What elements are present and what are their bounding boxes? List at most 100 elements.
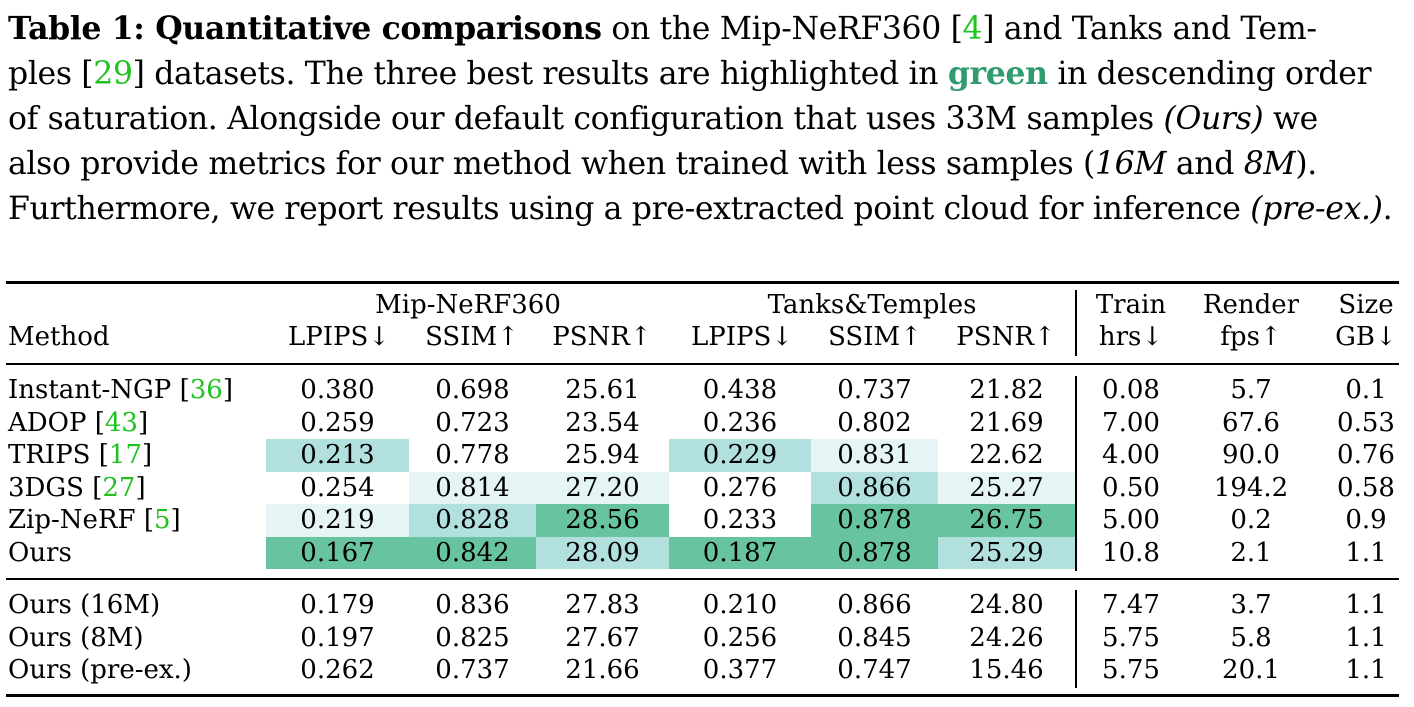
header-rule [6, 363, 1399, 365]
caption-text: ] datasets. The three best results are h… [132, 56, 948, 93]
method-label: Zip-NeRF [ [8, 505, 154, 535]
caption-text: also provide metrics for our method when… [8, 145, 1095, 182]
method-label-end: ] [170, 505, 181, 535]
cell-mip-lpips: 0.259 [300, 407, 375, 438]
citation-link[interactable]: 43 [104, 407, 138, 438]
cell-size-gb: 0.76 [1337, 440, 1395, 470]
table-bottom-rule [6, 694, 1399, 697]
cell-render-fps: 90.0 [1222, 440, 1280, 470]
column-header-mip-ssim: SSIM↑ [425, 322, 519, 352]
method-name: Ours [8, 537, 72, 570]
method-label: Ours (16M) [8, 590, 161, 620]
method-label: Ours [8, 537, 72, 568]
cell-train-hrs: 4.00 [1102, 440, 1160, 470]
cell-render-fps: 5.8 [1230, 622, 1272, 653]
cell-mip-ssim: 0.842 [409, 536, 536, 569]
cell-train-hrs: 0.50 [1102, 472, 1160, 503]
cell-mip-ssim: 0.778 [435, 440, 510, 470]
column-header-render-fps: fps↑ [1220, 322, 1282, 352]
cell-mip-ssim: 0.814 [409, 471, 536, 504]
method-label-end: ] [135, 472, 146, 503]
cell-size-gb: 0.9 [1345, 505, 1387, 535]
citation-link[interactable]: 17 [108, 440, 142, 470]
cell-mip-psnr: 28.09 [536, 536, 669, 569]
group-header-tanks-temples: Tanks&Temples [767, 290, 977, 320]
group-header-render: Render [1202, 290, 1300, 320]
cell-mip-lpips: 0.167 [266, 536, 409, 569]
cell-mip-ssim: 0.825 [435, 622, 510, 653]
cell-tt-lpips: 0.236 [702, 407, 778, 438]
caption-text: ] and Tanks and Tem- [982, 11, 1317, 47]
caption-text: (Ours) [1163, 100, 1264, 137]
cell-tt-psnr: 21.82 [969, 375, 1044, 405]
cell-mip-ssim: 0.828 [409, 504, 536, 537]
method-label: 3DGS [ [8, 472, 103, 503]
cell-tt-lpips: 0.256 [702, 622, 778, 653]
citation-link[interactable]: 36 [189, 375, 223, 405]
method-name: Ours (pre-ex.) [8, 654, 192, 687]
cell-train-hrs: 0.08 [1102, 375, 1160, 405]
cell-tt-ssim: 0.878 [811, 504, 938, 537]
cell-mip-psnr: 25.94 [565, 440, 640, 470]
method-label: Instant-NGP [ [8, 375, 190, 405]
caption-text: in descending order [1047, 56, 1372, 93]
table-row: Ours (16M) 0.179 0.836 27.83 0.210 0.866 24.80… [0, 589, 1414, 622]
citation-link[interactable]: 27 [102, 472, 136, 503]
cell-mip-psnr: 27.20 [536, 471, 669, 504]
table-row: 3DGS [27] 0.254 0.814 27.20 0.276 0.866 25.27 0… [0, 471, 1414, 504]
cell-tt-psnr: 24.26 [969, 622, 1044, 653]
cell-mip-ssim: 0.836 [435, 590, 510, 620]
cell-render-fps: 3.7 [1230, 590, 1272, 620]
table-caption: Table 1: Quantitative comparisons on the… [8, 6, 1408, 232]
citation-link[interactable]: 29 [93, 56, 133, 93]
group-header-mip-nerf360: Mip-NeRF360 [375, 290, 561, 320]
cell-size-gb: 1.1 [1345, 622, 1387, 653]
cell-tt-lpips: 0.210 [702, 590, 778, 620]
table-top-rule [6, 281, 1399, 284]
table-row: Ours (8M) 0.197 0.825 27.67 0.256 0.845 24.26 5… [0, 622, 1414, 655]
method-label: ADOP [ [8, 407, 105, 438]
caption-text: Furthermore, we report results using a p… [8, 191, 1251, 228]
cell-mip-lpips: 0.213 [266, 439, 409, 472]
caption-text: green [947, 55, 1048, 93]
table-row: Instant-NGP [36] 0.380 0.698 25.61 0.438 0.73… [0, 374, 1414, 407]
caption-text: 16M [1094, 145, 1167, 182]
table-row: Zip-NeRF [5] 0.219 0.828 28.56 0.233 0.878 26.… [0, 504, 1414, 537]
citation-link[interactable]: 5 [153, 505, 171, 535]
cell-mip-psnr: 21.66 [565, 655, 640, 685]
cell-tt-lpips: 0.187 [669, 536, 811, 569]
cell-tt-psnr: 25.27 [938, 471, 1075, 504]
cell-tt-lpips: 0.276 [702, 472, 778, 503]
cell-train-hrs: 5.00 [1102, 505, 1160, 535]
table-row: ADOP [43] 0.259 0.723 23.54 0.236 0.802 21.69 7… [0, 407, 1414, 440]
cell-mip-psnr: 25.61 [565, 375, 640, 405]
cell-mip-psnr: 27.83 [565, 590, 640, 620]
caption-text: and [1166, 145, 1244, 182]
cell-train-hrs: 5.75 [1102, 622, 1160, 653]
cell-render-fps: 0.2 [1230, 505, 1272, 535]
cell-mip-psnr: 28.56 [536, 504, 669, 537]
citation-link[interactable]: 4 [962, 11, 983, 47]
cell-mip-lpips: 0.262 [300, 655, 375, 685]
group-header-size: Size [1338, 290, 1394, 320]
cell-tt-ssim: 0.845 [837, 622, 912, 653]
caption-text: ples [ [8, 56, 94, 93]
cell-render-fps: 5.7 [1230, 375, 1272, 405]
cell-tt-ssim: 0.747 [837, 655, 912, 685]
cell-mip-lpips: 0.179 [300, 590, 375, 620]
table-row: Ours (pre-ex.) 0.262 0.737 21.66 0.377 0.747 1… [0, 654, 1414, 687]
method-name: ADOP [43] [8, 407, 148, 440]
cell-size-gb: 0.1 [1345, 375, 1387, 405]
cell-tt-lpips: 0.377 [702, 655, 778, 685]
cell-train-hrs: 5.75 [1102, 655, 1160, 685]
cell-mip-lpips: 0.197 [300, 622, 375, 653]
method-label: Ours (8M) [8, 622, 144, 653]
cell-mip-lpips: 0.254 [300, 472, 375, 503]
cell-train-hrs: 7.47 [1102, 590, 1160, 620]
cell-render-fps: 67.6 [1222, 407, 1280, 438]
cell-tt-ssim: 0.866 [811, 471, 938, 504]
cell-tt-psnr: 22.62 [969, 440, 1044, 470]
method-label-end: ] [222, 375, 233, 405]
cell-render-fps: 194.2 [1213, 472, 1289, 503]
caption-text: we [1263, 100, 1318, 137]
